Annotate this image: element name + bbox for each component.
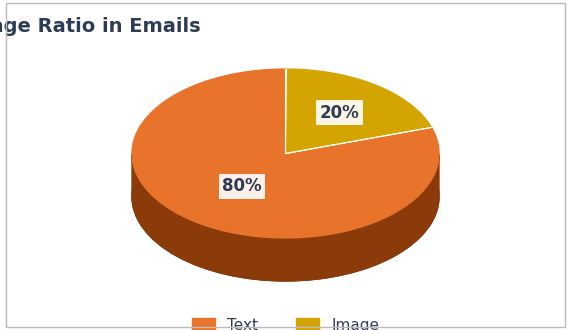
Ellipse shape	[132, 112, 439, 281]
Text: Text-Image Ratio in Emails: Text-Image Ratio in Emails	[0, 17, 201, 36]
Polygon shape	[132, 69, 439, 238]
Text: 80%: 80%	[222, 177, 262, 195]
Text: 20%: 20%	[320, 104, 360, 121]
Polygon shape	[132, 153, 439, 281]
Polygon shape	[286, 69, 432, 153]
Legend: Text, Image: Text, Image	[186, 312, 385, 330]
